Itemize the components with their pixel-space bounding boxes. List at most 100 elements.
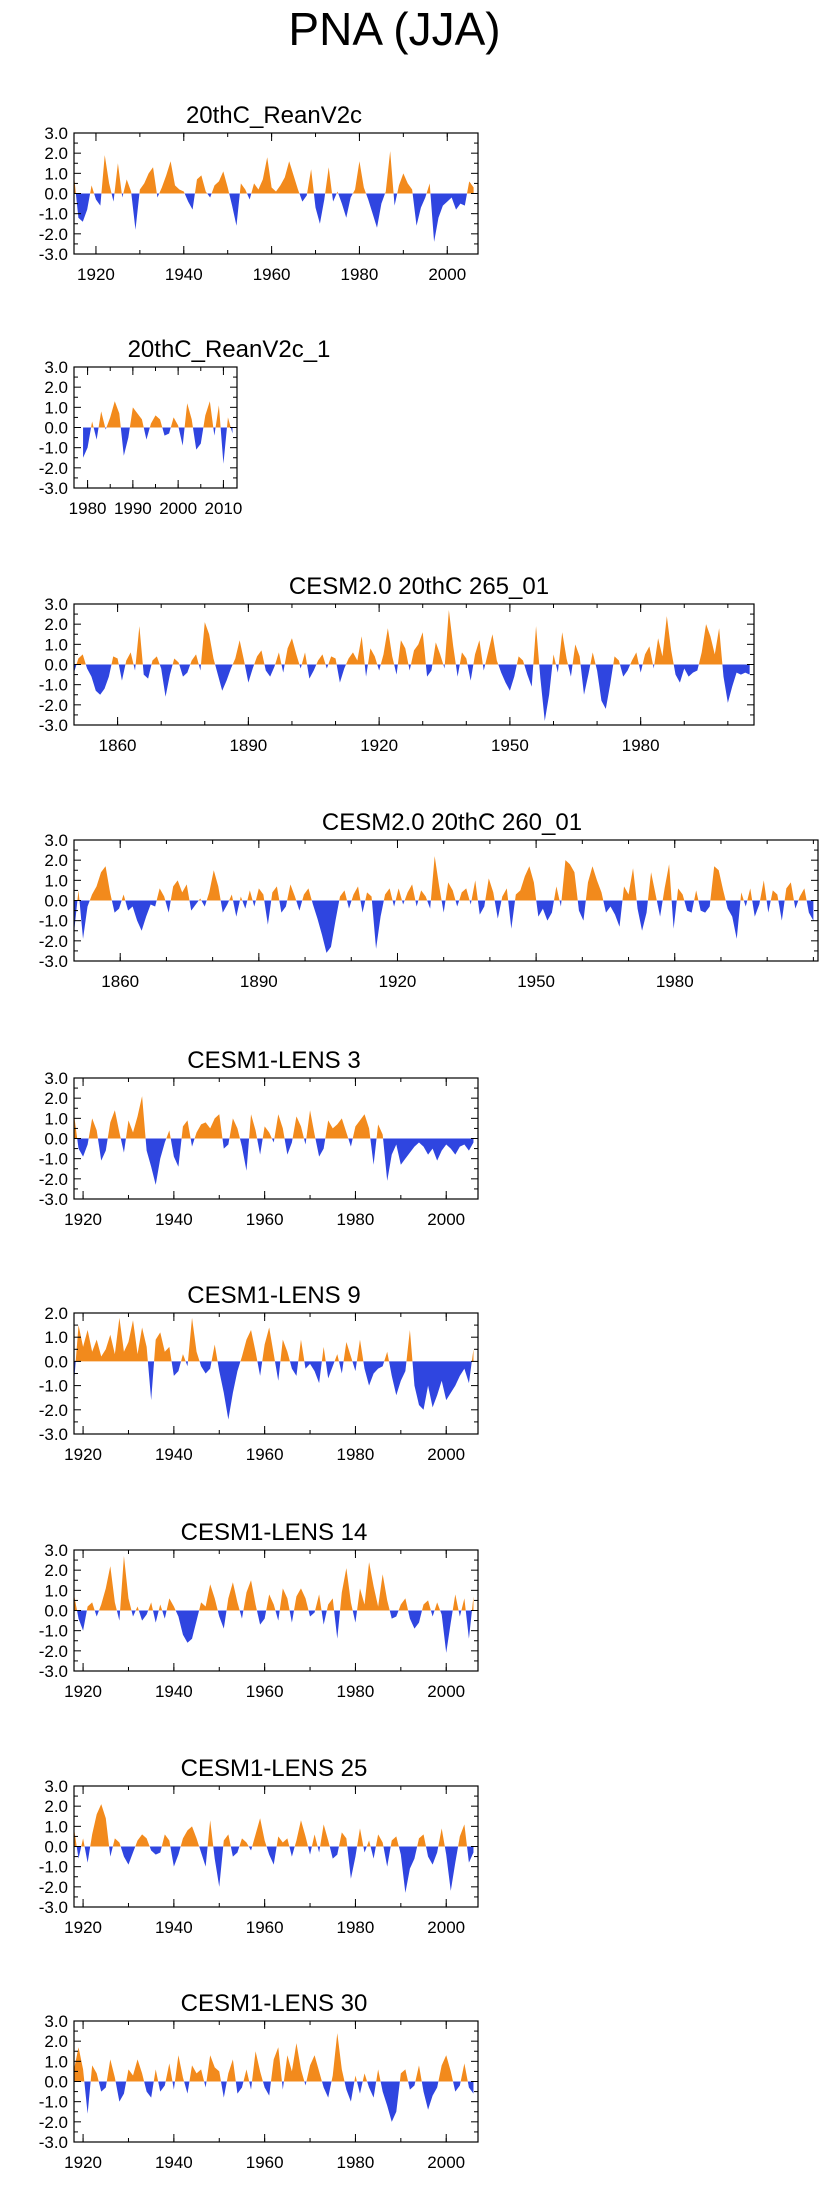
x-tick-label: 1920 — [379, 972, 417, 991]
x-tick-label: 1920 — [64, 1682, 102, 1701]
x-tick-label: 2000 — [428, 265, 466, 284]
x-tick-label: 1890 — [240, 972, 278, 991]
y-tick-label: -2.0 — [39, 932, 68, 951]
negative-area — [83, 427, 233, 464]
y-tick-label: 3.0 — [44, 2012, 68, 2031]
x-tick-label: 1940 — [155, 1918, 193, 1937]
y-tick-label: 2.0 — [44, 378, 68, 397]
y-tick-label: -1.0 — [39, 912, 68, 931]
x-tick-label: 2000 — [159, 499, 197, 518]
y-tick-label: 0.0 — [44, 185, 68, 204]
x-tick-label: 1980 — [337, 2153, 375, 2172]
y-tick-label: 1.0 — [44, 2052, 68, 2071]
chart-panel-7: CESM1-LENS 14 3.02.01.0 0.0-1.0-2.0-3.0192… — [39, 1519, 479, 1701]
x-tick-label: 1980 — [337, 1445, 375, 1464]
x-tick-label: 2000 — [427, 1210, 465, 1229]
negative-area — [74, 664, 750, 721]
y-tick-label: -3.0 — [39, 245, 68, 264]
y-tick-label: -2.0 — [39, 1878, 68, 1897]
y-tick-label: 3.0 — [44, 831, 68, 850]
chart-title: CESM1-LENS 14 — [181, 1519, 368, 1546]
chart-panel-3: CESM2.0 20thC 265_01 3.02.01.0 0.0-1.0-2.0… — [39, 573, 755, 755]
y-tick-label: -1.0 — [39, 676, 68, 695]
y-tick-label: -1.0 — [39, 1622, 68, 1641]
x-tick-label: 2000 — [427, 2153, 465, 2172]
x-tick-label: 1980 — [337, 1918, 375, 1937]
y-tick-label: -1.0 — [39, 1377, 68, 1396]
x-tick-label: 2010 — [205, 499, 243, 518]
y-tick-label: -3.0 — [39, 1898, 68, 1917]
x-tick-label: 1980 — [656, 972, 694, 991]
x-tick-label: 1920 — [64, 1918, 102, 1937]
x-tick-label: 1960 — [246, 2153, 284, 2172]
y-tick-label: -2.0 — [39, 459, 68, 478]
x-tick-label: 1960 — [253, 265, 291, 284]
negative-area — [74, 2081, 474, 2122]
x-tick-label: 2000 — [427, 1682, 465, 1701]
y-tick-label: 1.0 — [44, 1817, 68, 1836]
chart-title: CESM1-LENS 9 — [187, 1282, 360, 1309]
negative-area — [74, 1846, 474, 1893]
x-tick-label: 1940 — [155, 1682, 193, 1701]
main-title: PNA (JJA) — [288, 3, 501, 55]
x-tick-label: 1950 — [517, 972, 555, 991]
y-tick-label: -2.0 — [39, 2113, 68, 2132]
y-tick-label: -2.0 — [39, 225, 68, 244]
positive-area — [74, 1317, 474, 1362]
x-tick-label: 1960 — [246, 1210, 284, 1229]
x-tick-label: 1980 — [341, 265, 379, 284]
chart-panel-2: 20thC_ReanV2c_13.02.01.00.0-1.0-2.0-3.01… — [39, 336, 331, 518]
chart-panel-9: CESM1-LENS 30 3.02.01.0 0.0-1.0-2.0-3.0192… — [39, 1990, 479, 2172]
y-tick-label: 0.0 — [44, 1602, 68, 1621]
negative-area — [74, 900, 814, 953]
y-tick-label: 1.0 — [44, 1581, 68, 1600]
y-tick-label: 3.0 — [44, 124, 68, 143]
x-tick-label: 1940 — [165, 265, 203, 284]
x-tick-label: 1960 — [246, 1445, 284, 1464]
positive-area — [74, 1804, 474, 1847]
y-tick-label: 1.0 — [44, 1328, 68, 1347]
y-tick-label: -3.0 — [39, 952, 68, 971]
y-tick-label: 2.0 — [44, 1304, 68, 1323]
x-tick-label: 1980 — [337, 1682, 375, 1701]
x-tick-label: 1920 — [77, 265, 115, 284]
y-tick-label: 0.0 — [44, 2073, 68, 2092]
x-tick-label: 1980 — [622, 736, 660, 755]
y-tick-label: -3.0 — [39, 2133, 68, 2152]
y-tick-label: 2.0 — [44, 144, 68, 163]
x-tick-label: 1950 — [491, 736, 529, 755]
y-tick-label: 1.0 — [44, 871, 68, 890]
y-tick-label: 1.0 — [44, 398, 68, 417]
x-tick-label: 1920 — [64, 1210, 102, 1229]
y-tick-label: 3.0 — [44, 595, 68, 614]
chart-title: CESM1-LENS 3 — [187, 1047, 360, 1074]
x-tick-label: 1890 — [229, 736, 267, 755]
y-tick-label: 0.0 — [44, 419, 68, 438]
positive-area — [74, 610, 750, 665]
chart-panel-5: CESM1-LENS 3 3.02.01.0 0.0-1.0-2.0-3.01920… — [39, 1047, 479, 1229]
positive-area — [83, 401, 233, 428]
x-tick-label: 1860 — [99, 736, 137, 755]
x-tick-label: 1990 — [114, 499, 152, 518]
y-tick-label: 2.0 — [44, 2032, 68, 2051]
x-tick-label: 1940 — [155, 1445, 193, 1464]
y-tick-label: 0.0 — [44, 1352, 68, 1371]
y-tick-label: 1.0 — [44, 1109, 68, 1128]
x-tick-label: 1960 — [246, 1682, 284, 1701]
chart-title: CESM1-LENS 25 — [181, 1755, 368, 1782]
y-tick-label: 2.0 — [44, 1561, 68, 1580]
x-tick-label: 2000 — [427, 1445, 465, 1464]
chart-title: 20thC_ReanV2c — [186, 102, 362, 129]
negative-area — [74, 1138, 474, 1185]
y-tick-label: -1.0 — [39, 1150, 68, 1169]
chart-panel-8: CESM1-LENS 25 3.02.01.0 0.0-1.0-2.0-3.0192… — [39, 1755, 479, 1937]
positive-area — [74, 151, 474, 194]
y-tick-label: 1.0 — [44, 635, 68, 654]
chart-panel-1: 20thC_ReanV2c 3.02.01.0 0.0-1.0-2.0-3.0 192… — [39, 102, 479, 284]
negative-area — [74, 1610, 474, 1653]
y-tick-label: 1.0 — [44, 164, 68, 183]
y-tick-label: 0.0 — [44, 1838, 68, 1857]
positive-area — [74, 1096, 474, 1139]
